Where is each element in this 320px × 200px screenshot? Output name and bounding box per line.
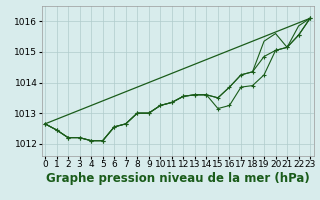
X-axis label: Graphe pression niveau de la mer (hPa): Graphe pression niveau de la mer (hPa): [46, 172, 309, 185]
